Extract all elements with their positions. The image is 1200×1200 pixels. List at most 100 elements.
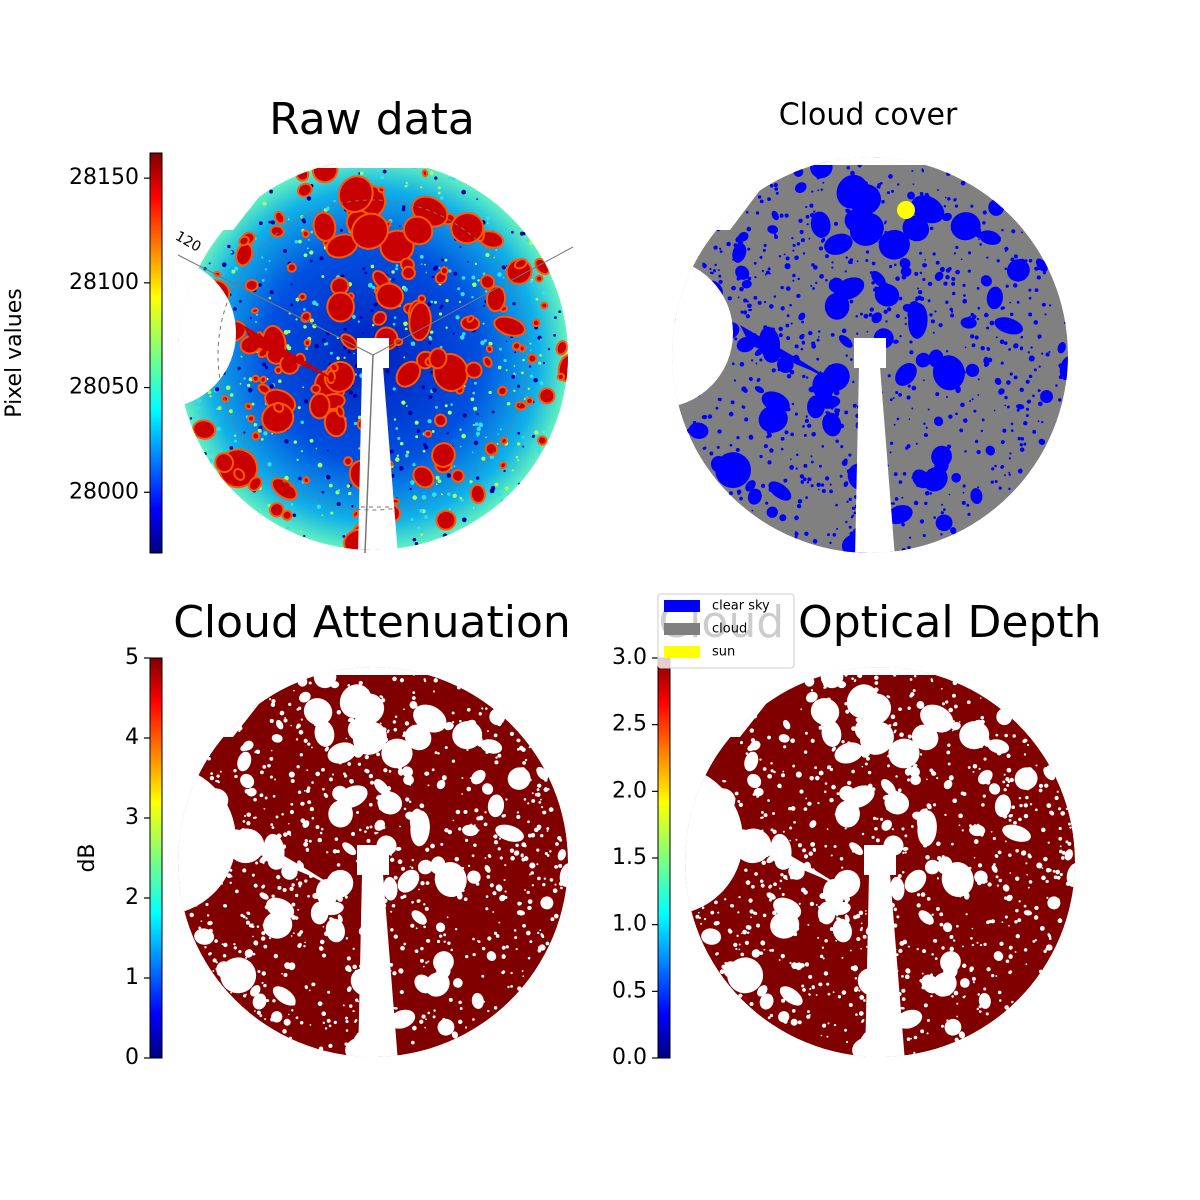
sky-speck <box>458 1000 462 1005</box>
sky-speck <box>978 767 981 770</box>
sky-blob <box>433 444 454 466</box>
sky-blob <box>404 724 432 751</box>
sky-speck <box>826 828 829 831</box>
sky-speck <box>256 925 260 928</box>
sky-speck <box>196 398 201 404</box>
colorbar-label: dB <box>75 843 100 872</box>
sky-speck <box>423 925 426 929</box>
sky-speck <box>478 422 484 428</box>
sky-speck <box>208 262 211 265</box>
sky-speck <box>353 421 358 426</box>
sky-blob <box>272 479 296 499</box>
sky-speck <box>234 434 237 437</box>
sky-speck <box>808 330 813 336</box>
sky-speck <box>507 493 510 496</box>
sky-speck <box>809 203 814 208</box>
sky-speck <box>773 770 776 774</box>
sky-speck <box>437 186 441 190</box>
sky-speck <box>904 974 910 980</box>
sky-blob <box>850 514 855 519</box>
sky-speck <box>453 271 458 276</box>
sky-speck <box>759 199 764 204</box>
sky-speck <box>889 441 894 445</box>
sky-speck <box>328 483 333 488</box>
sky-speck <box>971 398 974 401</box>
sky-blob <box>1000 465 1005 469</box>
sky-blob <box>330 681 340 689</box>
sky-speck <box>465 954 469 959</box>
sky-blob <box>980 275 992 287</box>
sky-speck <box>393 727 398 732</box>
sky-speck <box>1029 803 1033 806</box>
sky-speck <box>303 325 307 329</box>
sky-speck <box>290 802 294 806</box>
sky-speck <box>943 204 947 208</box>
sky-speck <box>474 824 476 827</box>
sky-speck <box>896 183 900 186</box>
sky-speck <box>437 479 442 484</box>
sky-speck <box>784 430 789 435</box>
sky-blob <box>715 952 719 956</box>
sky-speck <box>374 831 377 835</box>
sky-speck <box>425 961 428 964</box>
sky-speck <box>830 332 835 337</box>
sky-speck <box>259 1014 263 1018</box>
sky-blob <box>533 827 539 833</box>
sky-speck <box>302 308 306 311</box>
sky-speck <box>1057 918 1063 924</box>
sky-speck <box>215 407 218 410</box>
polar-grid <box>217 199 529 511</box>
sky-blob <box>453 978 463 988</box>
sky-speck <box>941 946 945 950</box>
sky-speck <box>821 489 826 494</box>
sky-speck <box>412 1025 417 1031</box>
sky-speck <box>849 258 854 262</box>
sky-speck <box>258 221 263 226</box>
sky-speck <box>901 870 905 874</box>
sky-speck <box>287 218 290 221</box>
sky-speck <box>322 925 325 928</box>
sky-blob <box>831 746 836 752</box>
sky-speck <box>217 406 222 411</box>
sky-blob <box>215 779 220 783</box>
sky-speck <box>816 338 820 342</box>
sky-speck <box>445 326 448 329</box>
sky-speck <box>898 480 903 484</box>
sky-speck <box>944 813 947 817</box>
sky-blob <box>259 385 269 393</box>
sky-speck <box>301 218 306 223</box>
sky-speck <box>1045 867 1051 873</box>
sky-speck <box>292 513 297 518</box>
sky-speck <box>929 768 934 773</box>
sky-speck <box>403 708 405 711</box>
sky-speck <box>697 911 700 914</box>
sky-speck <box>971 927 974 930</box>
sky-speck <box>1025 963 1028 966</box>
sky-speck <box>778 326 783 332</box>
sky-speck <box>486 222 489 224</box>
sky-speck <box>348 390 354 395</box>
sky-speck <box>1059 845 1062 848</box>
sky-blob <box>795 771 802 778</box>
sky-speck <box>796 242 801 246</box>
sky-speck <box>759 951 764 955</box>
sky-speck <box>309 438 314 443</box>
sky-speck <box>293 689 295 692</box>
sky-speck <box>337 489 341 492</box>
sky-blob <box>832 918 852 943</box>
sky-speck <box>925 855 930 860</box>
sky-speck <box>735 447 740 452</box>
sky-speck <box>809 987 812 991</box>
sky-speck <box>841 956 844 959</box>
sky-blob <box>939 266 945 273</box>
sky-speck <box>820 1034 823 1037</box>
sky-speck <box>751 509 754 512</box>
sky-speck <box>1009 872 1012 874</box>
sky-speck <box>841 740 845 744</box>
sky-speck <box>460 498 464 502</box>
sky-speck <box>976 286 980 290</box>
sky-speck <box>246 383 251 388</box>
sky-speck <box>463 809 468 814</box>
sky-speck <box>731 362 735 366</box>
